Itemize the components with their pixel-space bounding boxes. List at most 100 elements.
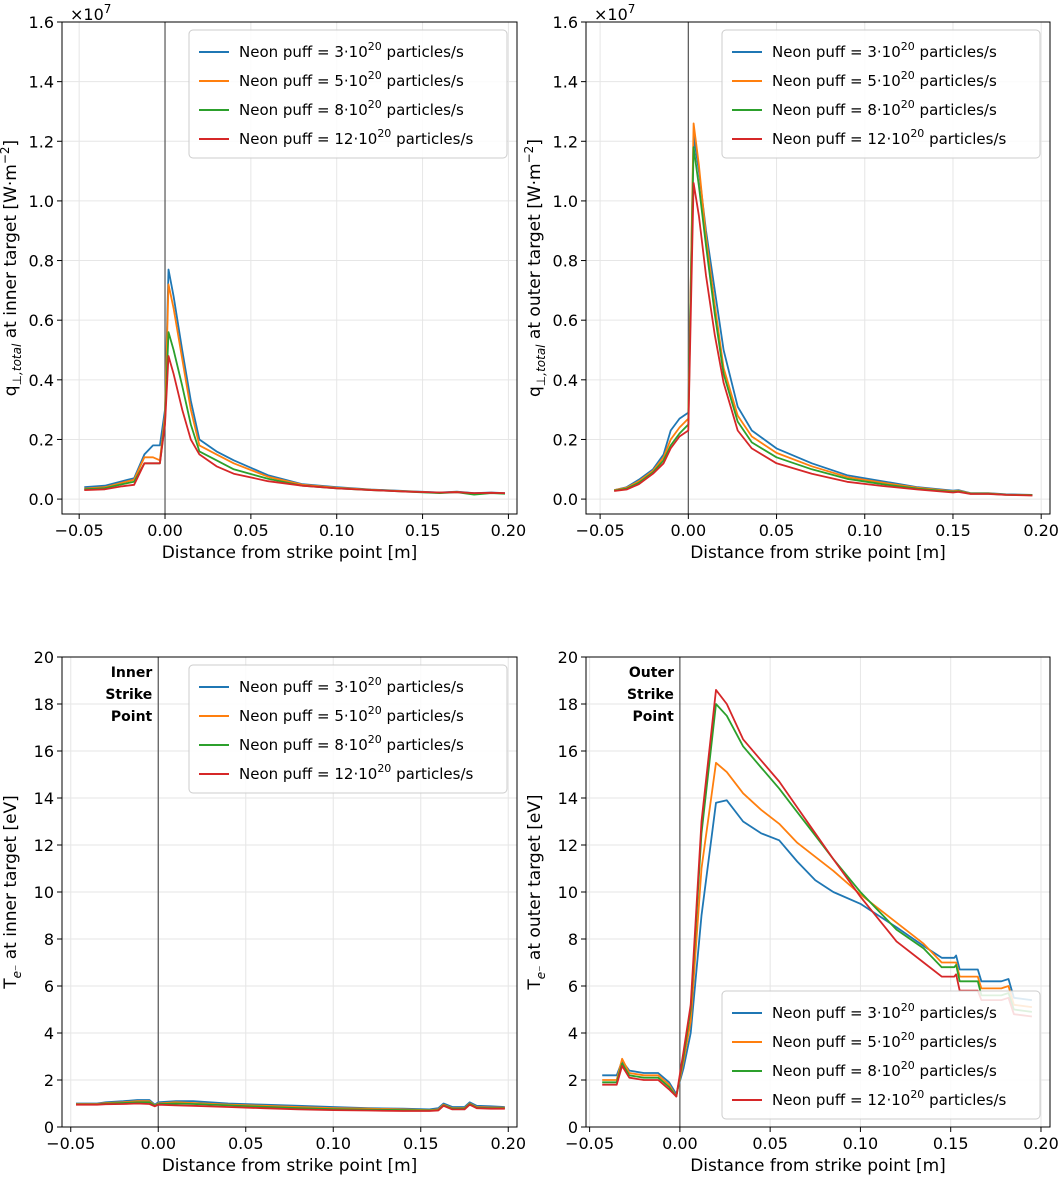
- y-tick-label: 14: [34, 789, 54, 808]
- legend-unit: particles/s: [382, 678, 464, 696]
- ylabel-subscript: ⊥,total: [534, 344, 548, 386]
- axis-multiplier: ×107: [70, 2, 111, 24]
- x-tick-label: −0.05: [576, 521, 625, 540]
- y-tick-label: 0.6: [29, 311, 54, 330]
- ylabel-subscript: e⁻: [10, 965, 24, 979]
- legend-label-4: Neon puff = 12·1020 particles/s: [239, 127, 474, 148]
- legend-exponent: 20: [901, 69, 915, 82]
- legend-exponent: 20: [368, 69, 382, 82]
- ylabel-main: T: [525, 979, 545, 991]
- series-line-4: [76, 1102, 505, 1112]
- legend-label-3: Neon puff = 8·1020 particles/s: [772, 1059, 997, 1080]
- y-tick-label: 0.8: [29, 252, 54, 271]
- legend-exponent: 20: [368, 40, 382, 53]
- y-tick-label: 0.2: [29, 430, 54, 449]
- legend-unit: particles/s: [382, 736, 464, 754]
- legend-exponent: 20: [368, 675, 382, 688]
- legend-unit: particles/s: [915, 72, 997, 90]
- legend-label-1: Neon puff = 3·1020 particles/s: [239, 675, 464, 696]
- y-tick-label: 20: [558, 648, 578, 667]
- x-tick-label: 0.20: [490, 1134, 526, 1153]
- legend-box: [188, 664, 508, 794]
- x-tick-label: −0.05: [55, 521, 104, 540]
- x-axis-label: Distance from strike point [m]: [690, 1156, 946, 1176]
- y-tick-label: 4: [568, 1024, 578, 1043]
- legend-label-4: Neon puff = 12·1020 particles/s: [772, 127, 1007, 148]
- legend-unit: particles/s: [915, 1033, 997, 1051]
- multiplier-base: ×10: [70, 5, 104, 24]
- y-tick-label: 1.0: [553, 192, 578, 211]
- x-tick-label: 0.10: [843, 1134, 879, 1153]
- ylabel-main: T: [1, 978, 21, 990]
- y-axis-label: q⊥,total at inner target [W·m−2]: [0, 140, 24, 396]
- legend-unit: particles/s: [382, 707, 464, 725]
- legend-name: Neon puff = 8·10: [239, 736, 368, 754]
- legend-exponent: 20: [910, 1088, 924, 1101]
- legend-name: Neon puff = 3·10: [239, 43, 368, 61]
- axis-multiplier: ×107: [594, 2, 635, 24]
- multiplier-base: ×10: [594, 5, 628, 24]
- legend-exponent: 20: [901, 40, 915, 53]
- y-tick-label: 1.4: [553, 73, 578, 92]
- legend-name: Neon puff = 12·10: [772, 1091, 910, 1109]
- legend-exponent: 20: [901, 1059, 915, 1072]
- x-tick-label: 0.10: [847, 521, 883, 540]
- y-tick-label: 20: [34, 648, 54, 667]
- y-tick-label: 0: [568, 1118, 578, 1137]
- series-line-3: [614, 146, 1033, 497]
- y-tick-label: 0.0: [29, 490, 54, 509]
- series-line-1: [84, 268, 506, 495]
- strike-point-annotation: Inner: [111, 665, 153, 681]
- strike-point-annotation: Strike: [105, 687, 152, 703]
- y-tick-label: 8: [568, 930, 578, 949]
- legend-unit: particles/s: [915, 1062, 997, 1080]
- legend-name: Neon puff = 5·10: [772, 72, 901, 90]
- legend-unit: particles/s: [924, 130, 1006, 148]
- legend-unit: particles/s: [915, 1004, 997, 1022]
- chart-panel-4: −0.05 0.00 0.05 0.10 0.15 0.20 0 2 4 6 8 10 12 14 16 18…: [525, 648, 1059, 1176]
- legend-label-1: Neon puff = 3·1020 particles/s: [239, 40, 464, 61]
- ylabel-superscript: −2: [522, 146, 536, 164]
- legend-label-2: Neon puff = 5·1020 particles/s: [239, 704, 464, 725]
- y-tick-label: 10: [558, 883, 578, 902]
- y-tick-label: 0.8: [553, 252, 578, 271]
- legend-box: [188, 29, 508, 159]
- x-tick-label: 0.05: [228, 1134, 264, 1153]
- legend-name: Neon puff = 5·10: [239, 707, 368, 725]
- strike-point-annotation: Point: [111, 709, 153, 725]
- y-tick-label: 12: [34, 836, 54, 855]
- series-line-3: [84, 331, 506, 496]
- y-tick-label: 8: [44, 930, 54, 949]
- legend-name: Neon puff = 12·10: [239, 765, 377, 783]
- axes-frame: [585, 21, 1051, 515]
- ylabel-rest: at outer target [W·m: [525, 163, 545, 344]
- legend-exponent: 20: [910, 127, 924, 140]
- legend-label-3: Neon puff = 8·1020 particles/s: [239, 733, 464, 754]
- legend-label-3: Neon puff = 8·1020 particles/s: [772, 98, 997, 119]
- legend-unit: particles/s: [391, 765, 473, 783]
- y-tick-label: 6: [568, 977, 578, 996]
- series-line-2: [602, 761, 1033, 1098]
- legend-name: Neon puff = 5·10: [239, 72, 368, 90]
- y-axis-label: Te⁻ at outer target [eV]: [525, 794, 548, 990]
- ylabel-subscript: ⊥,total: [10, 343, 24, 385]
- chart-panel-1: −0.05 0.00 0.05 0.10 0.15 0.20 0.0 0.2 0.4 0.6 0.8…: [0, 2, 526, 563]
- y-tick-label: 1.6: [553, 13, 578, 32]
- y-tick-label: 10: [34, 883, 54, 902]
- legend-label-2: Neon puff = 5·1020 particles/s: [772, 1030, 997, 1051]
- ylabel-subscript: e⁻: [534, 965, 548, 979]
- legend-name: Neon puff = 5·10: [772, 1033, 901, 1051]
- legend-label-2: Neon puff = 5·1020 particles/s: [239, 69, 464, 90]
- legend-unit: particles/s: [915, 43, 997, 61]
- legend-label-1: Neon puff = 3·1020 particles/s: [772, 1001, 997, 1022]
- y-tick-label: 16: [558, 742, 578, 761]
- y-tick-label: 18: [34, 695, 54, 714]
- y-tick-label: 0.4: [553, 371, 578, 390]
- axes-frame: [61, 21, 518, 515]
- y-tick-label: 14: [558, 789, 578, 808]
- legend-exponent: 20: [377, 762, 391, 775]
- y-tick-label: 0.2: [553, 430, 578, 449]
- legend-label-4: Neon puff = 12·1020 particles/s: [239, 762, 474, 783]
- x-tick-label: 0.15: [405, 521, 441, 540]
- x-axis-label: Distance from strike point [m]: [690, 543, 946, 563]
